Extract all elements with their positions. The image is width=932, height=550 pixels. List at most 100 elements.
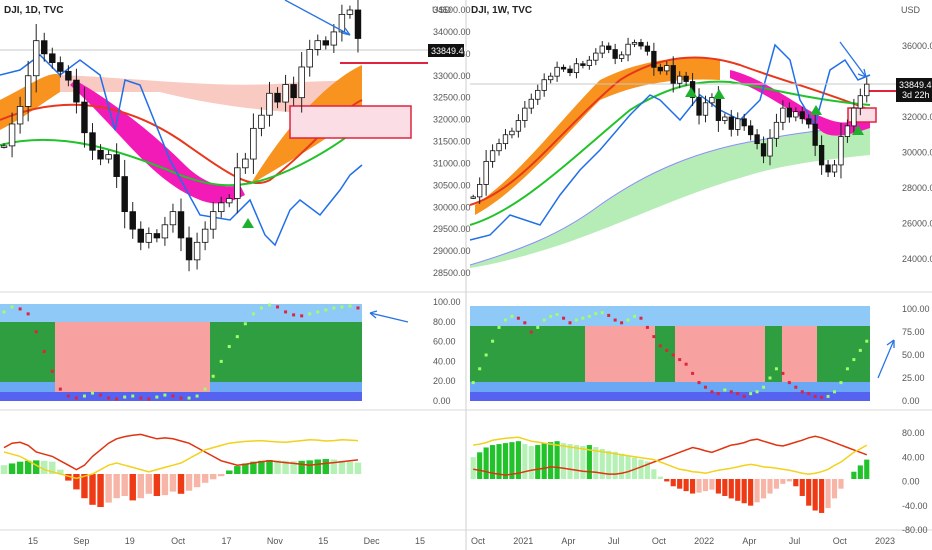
bar-countdown: 3d 22h: [902, 90, 930, 100]
price-candle: [105, 154, 112, 160]
time-axis: Oct 2021 Apr Jul Oct 2022 Apr Jul Oct 2023: [471, 536, 895, 546]
momentum-bar: [282, 460, 289, 474]
oscillator-point: [123, 395, 127, 399]
oscillator-point: [639, 316, 643, 320]
oscillator-point: [826, 394, 830, 398]
momentum-bar: [690, 479, 696, 494]
oscillator-point: [82, 394, 86, 398]
price-candle: [754, 134, 760, 145]
price-tick-label: 30500.00: [433, 180, 471, 190]
oscillator-tick-label: 50.00: [902, 350, 925, 360]
oscillator-point: [607, 313, 611, 317]
buy-signal-marker: [852, 125, 864, 135]
momentum-bar: [702, 479, 709, 492]
oscillator-point: [2, 310, 6, 314]
price-candle: [330, 31, 338, 46]
time-tick-label: Apr: [742, 536, 756, 546]
momentum-bar: [786, 479, 792, 482]
time-tick-label: Apr: [561, 536, 575, 546]
momentum-bar: [113, 474, 120, 499]
price-candle: [483, 160, 489, 185]
momentum-bar: [696, 479, 702, 493]
price-candle: [73, 79, 80, 103]
oscillator-point: [332, 306, 336, 310]
price-candle: [169, 211, 177, 226]
momentum-bar: [258, 460, 265, 474]
price-candle: [747, 125, 754, 136]
price-candle: [515, 120, 522, 132]
momentum-bar: [793, 479, 799, 487]
time-tick-label: 15: [318, 536, 328, 546]
green-ma-line: [469, 80, 871, 226]
momentum-bar: [153, 474, 161, 496]
momentum-bar: [89, 474, 96, 505]
momentum-bar: [683, 479, 689, 492]
oscillator-point: [562, 316, 566, 320]
momentum-bar: [193, 474, 201, 488]
momentum-bar: [651, 469, 657, 479]
oscillator-point: [107, 396, 111, 400]
momentum-bar: [851, 471, 857, 479]
price-candle: [709, 97, 715, 104]
last-price-label: 33849.47: [431, 46, 469, 56]
momentum-bar: [24, 460, 32, 474]
momentum-bar: [298, 460, 305, 474]
oscillator-point: [523, 321, 527, 325]
price-candle: [57, 62, 64, 72]
momentum-bar: [522, 444, 528, 479]
price-candles: [0, 0, 362, 272]
oscillator-point: [74, 396, 78, 400]
osc-zone-top: [0, 304, 362, 322]
time-tick-label: Nov: [267, 536, 284, 546]
oscillator-point: [243, 322, 247, 326]
price-candle: [625, 43, 631, 56]
oscillator-point: [781, 371, 785, 375]
oscillator-point: [316, 310, 320, 314]
momentum-bar: [825, 479, 831, 509]
momentum-bar: [831, 479, 838, 499]
osc-bear-zone: [585, 326, 655, 382]
oscillator-point: [163, 393, 167, 397]
price-candle: [496, 143, 502, 152]
oscillator-point: [484, 353, 488, 357]
momentum-bar: [599, 448, 605, 479]
momentum-series: [470, 435, 870, 513]
price-candle: [812, 123, 818, 146]
oscillator-point: [18, 307, 22, 311]
momentum-bar: [306, 460, 313, 474]
oscillator-point: [471, 381, 475, 385]
momentum-bar: [535, 445, 541, 479]
time-tick-label: 15: [415, 536, 425, 546]
price-candle: [470, 196, 476, 199]
oscillator-tick-label: 100.00: [433, 297, 461, 307]
momentum-bar: [509, 442, 515, 479]
momentum-bar: [145, 474, 153, 494]
price-candle: [177, 211, 185, 239]
price-candle: [696, 97, 702, 116]
osc-bear-zone: [55, 322, 210, 392]
price-candle: [290, 84, 297, 99]
price-candle: [864, 83, 870, 97]
oscillator-point: [645, 325, 649, 329]
oscillator-point: [139, 396, 143, 400]
price-tick-label: 34500.00: [433, 5, 471, 15]
oscillator-point: [568, 321, 572, 325]
momentum-bar: [644, 461, 650, 479]
price-tick-label: 29000.00: [433, 246, 471, 256]
price-tick-label: 29500.00: [433, 224, 471, 234]
price-candles: [470, 37, 870, 204]
momentum-bar: [548, 442, 554, 479]
blue-band: [469, 43, 871, 241]
price-candle: [129, 211, 136, 230]
price-candle: [586, 59, 593, 66]
momentum-bar: [580, 446, 586, 479]
oscillator-point: [300, 314, 304, 318]
time-tick-label: 2021: [513, 536, 533, 546]
momentum-bar: [354, 462, 362, 474]
momentum-bar: [554, 441, 560, 479]
price-tick-label: 33000.00: [433, 71, 471, 81]
osc-zone-bottom: [0, 392, 362, 401]
price-candle: [560, 66, 567, 70]
price-candle: [657, 66, 663, 72]
price-candle: [767, 137, 773, 157]
